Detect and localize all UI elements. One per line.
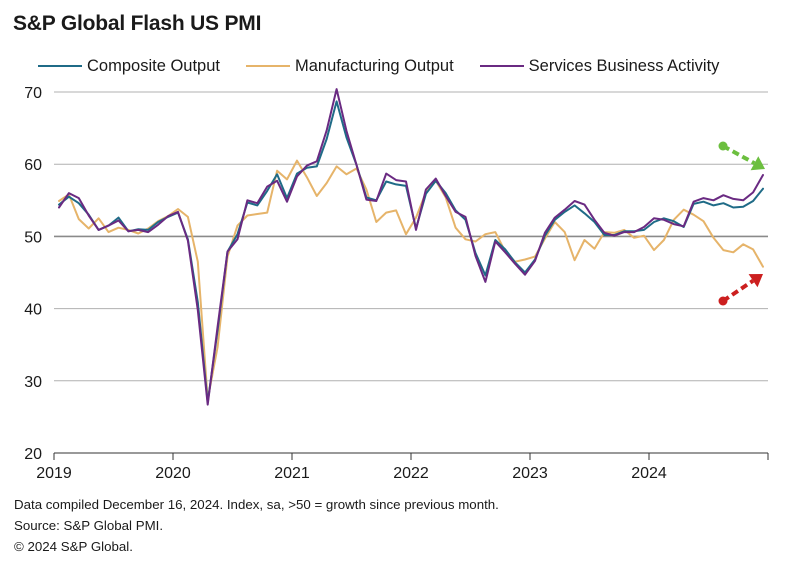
- y-tick-label-30: 30: [24, 374, 42, 391]
- red-arrow-icon-shaft: [721, 279, 755, 303]
- x-tick-label-2024: 2024: [631, 465, 667, 482]
- x-tick-label-2019: 2019: [36, 465, 72, 482]
- composite-output-line: [58, 100, 764, 404]
- footer-copyright: © 2024 S&P Global.: [14, 539, 133, 554]
- green-arrow-icon-shaft: [722, 144, 756, 165]
- x-tick-label-2021: 2021: [274, 465, 310, 482]
- legend-label-services: Services Business Activity: [528, 56, 720, 75]
- y-tick-label-40: 40: [24, 302, 42, 319]
- y-tick-labels: 20 30 40 50 60 70: [24, 85, 42, 463]
- y-tick-label-60: 60: [24, 157, 42, 174]
- footer-source: Source: S&P Global PMI.: [14, 518, 164, 533]
- services-business-activity-line: [58, 88, 764, 406]
- green-arrow-icon-head: [750, 156, 765, 171]
- chart-title: S&P Global Flash US PMI: [13, 12, 262, 35]
- x-tick-label-2020: 2020: [155, 465, 191, 482]
- legend-swatch-composite: [38, 65, 82, 67]
- y-tick-label-50: 50: [24, 229, 42, 246]
- legend-item-manufacturing: Manufacturing Output: [245, 56, 454, 76]
- annotation-layer: [718, 141, 765, 306]
- legend-item-composite: Composite Output: [38, 57, 220, 76]
- footer-note: Data compiled December 16, 2024. Index, …: [14, 497, 499, 512]
- manufacturing-output-line: [58, 159, 764, 401]
- series-layer: [58, 88, 764, 406]
- x-tick-label-2023: 2023: [512, 465, 548, 482]
- legend-swatch-manufacturing: [245, 65, 290, 67]
- green-arrow-icon: [718, 141, 765, 171]
- chart-legend: Composite Output Manufacturing Output Se…: [38, 55, 793, 77]
- chart-footer: Data compiled December 16, 2024. Index, …: [14, 494, 499, 557]
- red-arrow-icon-head: [748, 274, 763, 288]
- legend-label-composite: Composite Output: [87, 56, 220, 75]
- grid-layer: [53, 91, 769, 460]
- y-tick-label-70: 70: [24, 85, 42, 102]
- x-tick-label-2022: 2022: [393, 465, 429, 482]
- red-arrow-icon: [718, 274, 763, 306]
- legend-label-manufacturing: Manufacturing Output: [294, 56, 454, 75]
- y-tick-label-20: 20: [24, 446, 42, 463]
- legend-swatch-services: [479, 65, 524, 67]
- legend-item-services: Services Business Activity: [479, 56, 720, 76]
- x-tick-labels: 2019 2020 2021 2022 2023 2024: [36, 465, 667, 482]
